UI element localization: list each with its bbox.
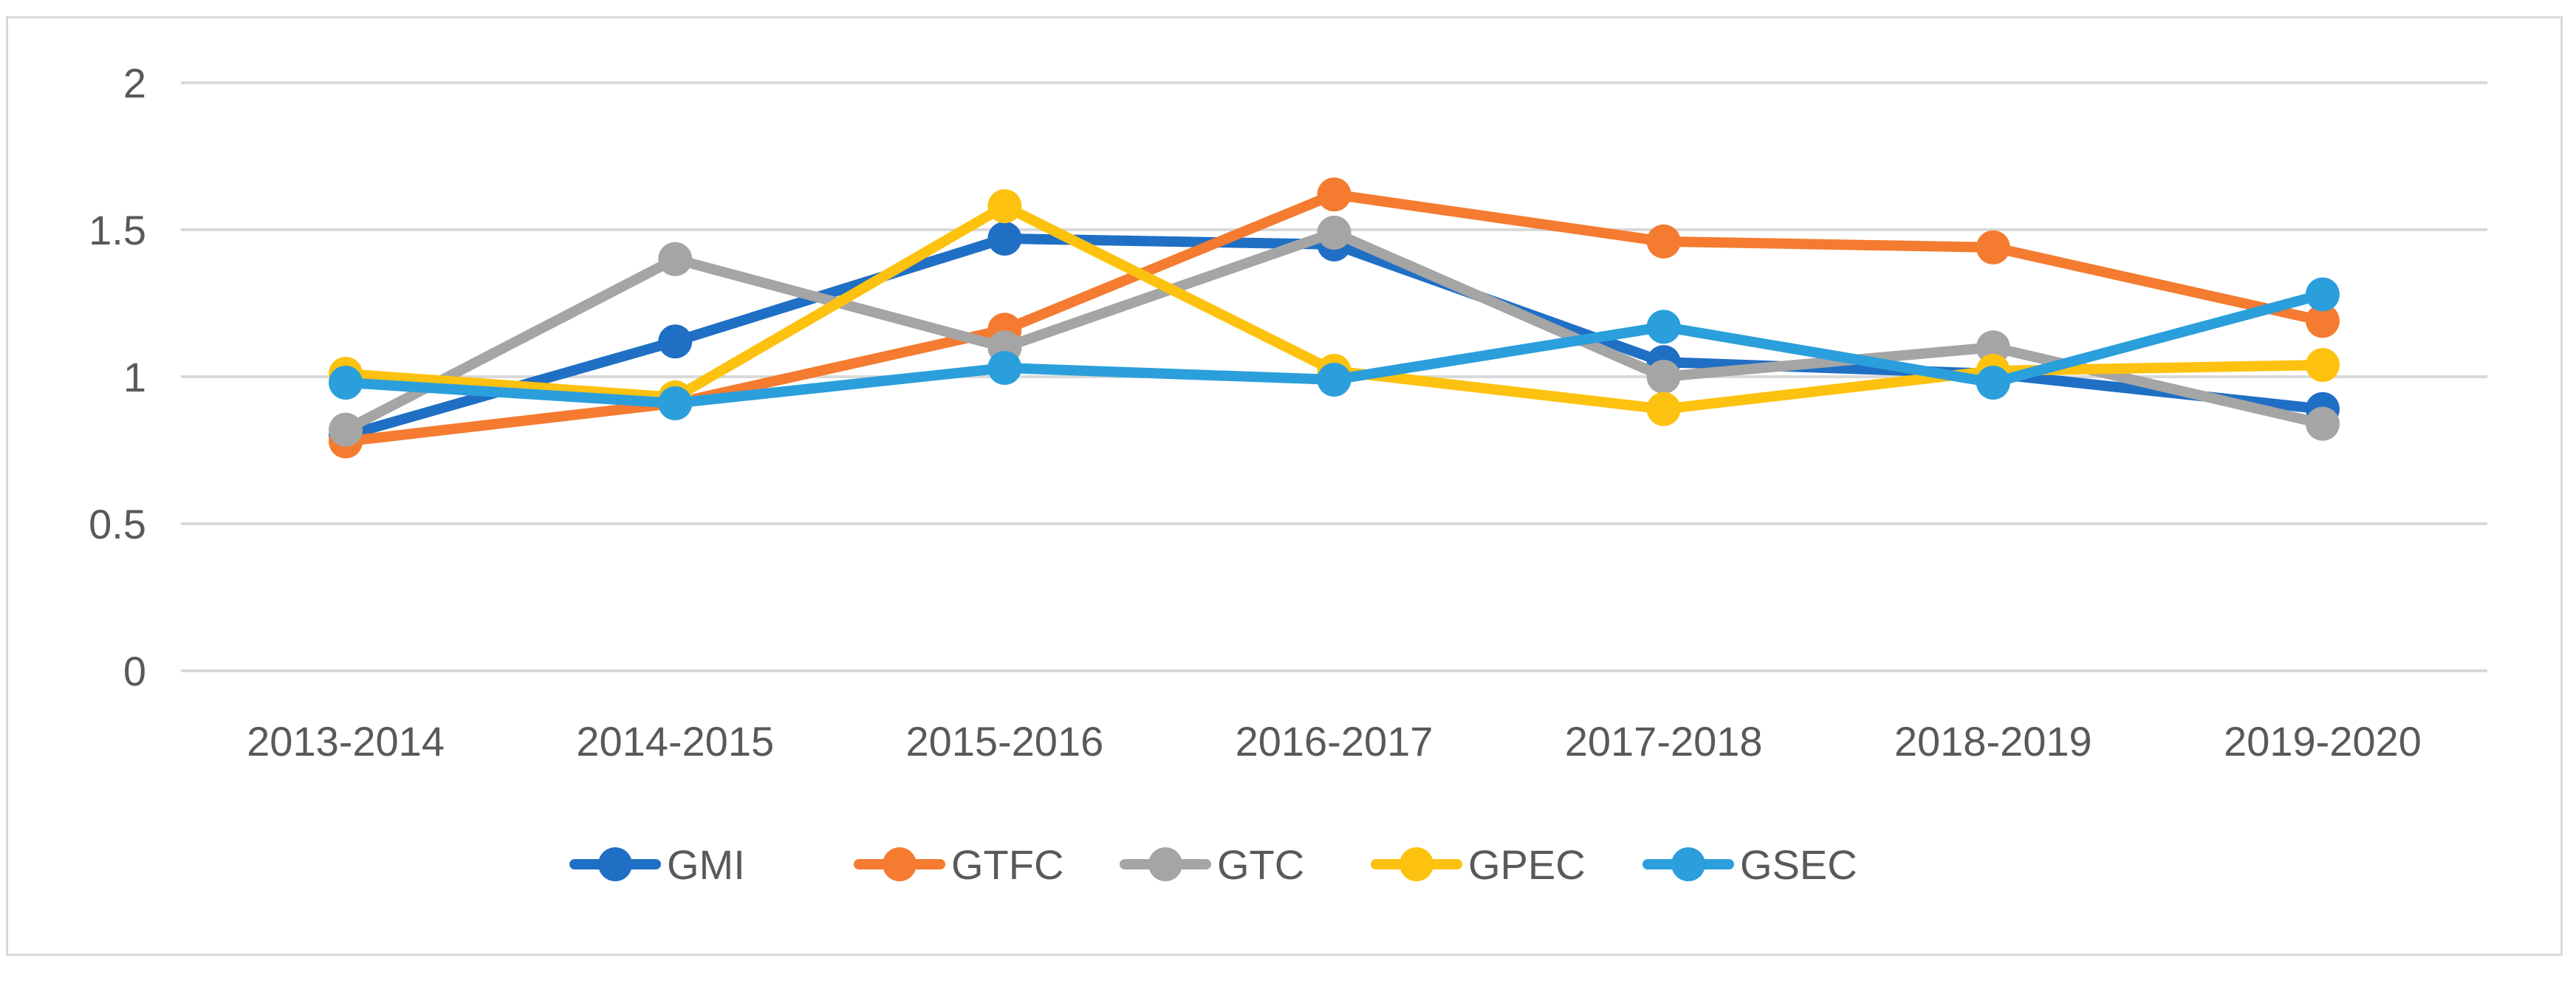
data-point xyxy=(2305,406,2340,441)
legend-label: GTC xyxy=(1217,841,1304,888)
legend-item-gpec: GPEC xyxy=(1371,841,1586,888)
data-point xyxy=(1646,360,1681,394)
legend-label: GMI xyxy=(667,841,745,888)
x-tick-label: 2013-2014 xyxy=(247,718,445,765)
x-tick-label: 2019-2020 xyxy=(2224,718,2422,765)
series-lines xyxy=(329,177,2340,459)
legend-marker xyxy=(883,847,917,881)
y-tick-label: 1 xyxy=(123,354,146,400)
legend-marker xyxy=(1400,847,1433,881)
series-gtc xyxy=(329,215,2340,447)
y-tick-label: 0 xyxy=(123,648,146,694)
legend-item-gmi: GMI xyxy=(569,841,745,888)
x-tick-label: 2017-2018 xyxy=(1565,718,1763,765)
series-gsec xyxy=(329,277,2340,420)
data-point xyxy=(1976,330,2010,365)
data-point xyxy=(1976,365,2010,400)
legend: GMI GTFC GTC GPEC GSEC xyxy=(569,841,1857,888)
data-point xyxy=(1317,215,1352,250)
data-point xyxy=(1317,177,1352,212)
legend-label: GTFC xyxy=(951,841,1063,888)
data-point xyxy=(329,365,363,400)
data-point xyxy=(2305,348,2340,383)
legend-item-gtfc: GTFC xyxy=(854,841,1063,888)
legend-label: GSEC xyxy=(1740,841,1857,888)
data-point xyxy=(658,324,693,359)
data-point xyxy=(987,351,1022,386)
data-point xyxy=(987,221,1022,256)
data-point xyxy=(987,189,1022,224)
data-point xyxy=(1646,224,1681,259)
y-axis-ticks: 0 0.5 1 1.5 2 xyxy=(89,60,146,694)
data-point xyxy=(329,412,363,447)
y-tick-label: 2 xyxy=(123,60,146,106)
data-point xyxy=(1976,230,2010,264)
legend-marker xyxy=(598,847,632,881)
y-tick-label: 0.5 xyxy=(89,501,146,547)
x-axis-ticks: 2013-2014 2014-2015 2015-2016 2016-2017 2017… xyxy=(247,718,2422,765)
x-tick-label: 2014-2015 xyxy=(576,718,774,765)
legend-marker xyxy=(1671,847,1705,881)
legend-label: GPEC xyxy=(1468,841,1586,888)
data-point xyxy=(1646,310,1681,344)
data-point xyxy=(2305,277,2340,312)
chart-frame xyxy=(6,16,2563,956)
data-point xyxy=(658,242,693,276)
data-point xyxy=(1317,362,1352,397)
data-point xyxy=(658,386,693,420)
x-tick-label: 2016-2017 xyxy=(1236,718,1433,765)
x-tick-label: 2018-2019 xyxy=(1894,718,2092,765)
legend-item-gsec: GSEC xyxy=(1642,841,1857,888)
legend-item-gtc: GTC xyxy=(1120,841,1304,888)
x-tick-label: 2015-2016 xyxy=(905,718,1103,765)
data-point xyxy=(1646,392,1681,426)
legend-marker xyxy=(1148,847,1182,881)
y-tick-label: 1.5 xyxy=(89,207,146,253)
data-point xyxy=(2305,304,2340,338)
